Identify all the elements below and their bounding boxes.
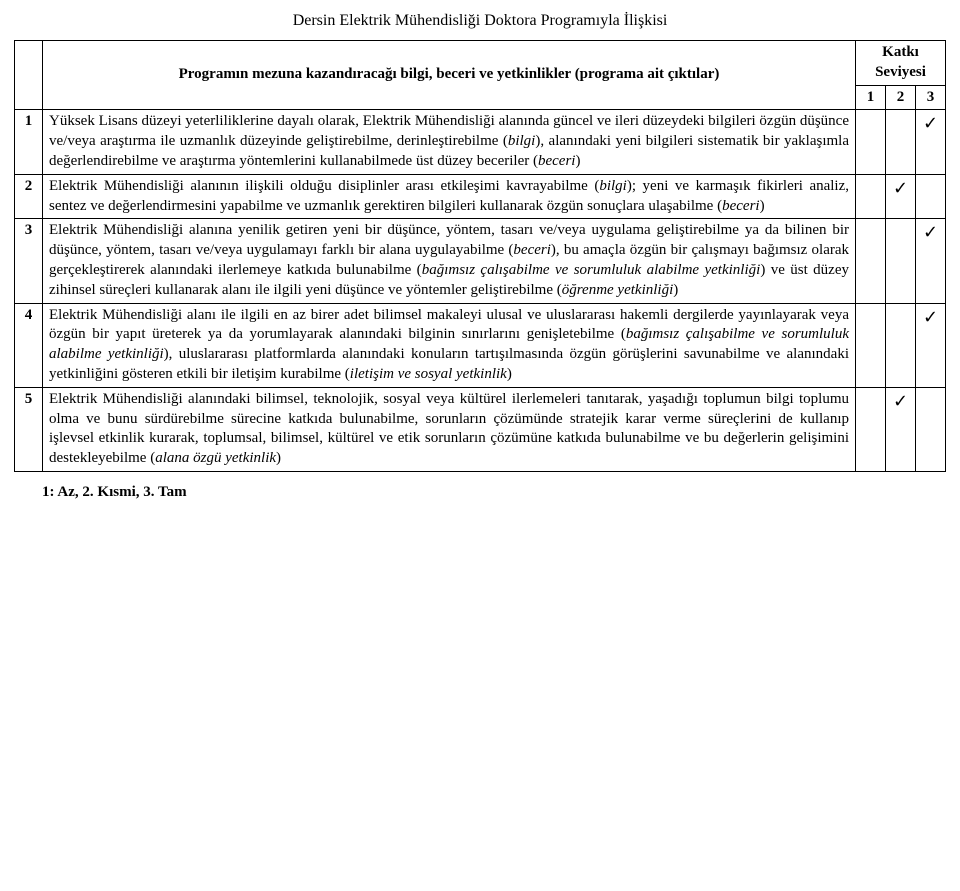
head-row-1: Programın mezuna kazandıracağı bilgi, be…	[15, 41, 946, 86]
checkmark-icon: ✓	[923, 113, 938, 134]
row-number: 4	[15, 303, 43, 387]
level-cell-1	[856, 387, 886, 471]
level-cell-3: ✓	[916, 219, 946, 303]
table-row: 2Elektrik Mühendisliği alanının ilişkili…	[15, 174, 946, 219]
level-cell-2	[886, 110, 916, 174]
level-cell-3: ✓	[916, 110, 946, 174]
row-number: 1	[15, 110, 43, 174]
head-level-1: 1	[856, 85, 886, 110]
row-number: 3	[15, 219, 43, 303]
table-body: 1Yüksek Lisans düzeyi yeterliliklerine d…	[15, 110, 946, 472]
head-level-top: Katkı	[882, 44, 919, 60]
row-number: 5	[15, 387, 43, 471]
table-row: 3Elektrik Mühendisliği alanına yenilik g…	[15, 219, 946, 303]
main-title: Dersin Elektrik Mühendisliği Doktora Pro…	[14, 12, 946, 30]
level-cell-2	[886, 219, 916, 303]
head-level-2: 2	[886, 85, 916, 110]
checkmark-icon: ✓	[893, 178, 908, 199]
head-blank	[15, 41, 43, 110]
level-cell-3	[916, 387, 946, 471]
head-program: Programın mezuna kazandıracağı bilgi, be…	[43, 41, 856, 110]
level-cell-1	[856, 219, 886, 303]
head-level-group: Katkı Seviyesi	[856, 41, 946, 86]
level-cell-1	[856, 174, 886, 219]
level-cell-2: ✓	[886, 387, 916, 471]
row-description: Yüksek Lisans düzeyi yeterliliklerine da…	[43, 110, 856, 174]
checkmark-icon: ✓	[923, 222, 938, 243]
head-level-bottom: Seviyesi	[875, 64, 926, 80]
table-head: Programın mezuna kazandıracağı bilgi, be…	[15, 41, 946, 110]
level-cell-3: ✓	[916, 303, 946, 387]
table-row: 1Yüksek Lisans düzeyi yeterliliklerine d…	[15, 110, 946, 174]
row-description: Elektrik Mühendisliği alanına yenilik ge…	[43, 219, 856, 303]
head-level-3: 3	[916, 85, 946, 110]
row-description: Elektrik Mühendisliği alanındaki bilimse…	[43, 387, 856, 471]
level-cell-1	[856, 303, 886, 387]
page: Dersin Elektrik Mühendisliği Doktora Pro…	[0, 0, 960, 891]
checkmark-icon: ✓	[893, 391, 908, 412]
legend: 1: Az, 2. Kısmi, 3. Tam	[42, 484, 946, 501]
level-cell-2: ✓	[886, 174, 916, 219]
level-cell-3	[916, 174, 946, 219]
checkmark-icon: ✓	[923, 307, 938, 328]
level-cell-2	[886, 303, 916, 387]
row-number: 2	[15, 174, 43, 219]
row-description: Elektrik Mühendisliği alanı ile ilgili e…	[43, 303, 856, 387]
table-row: 5Elektrik Mühendisliği alanındaki bilims…	[15, 387, 946, 471]
row-description: Elektrik Mühendisliği alanının ilişkili …	[43, 174, 856, 219]
outcomes-table: Programın mezuna kazandıracağı bilgi, be…	[14, 40, 946, 472]
table-row: 4Elektrik Mühendisliği alanı ile ilgili …	[15, 303, 946, 387]
level-cell-1	[856, 110, 886, 174]
